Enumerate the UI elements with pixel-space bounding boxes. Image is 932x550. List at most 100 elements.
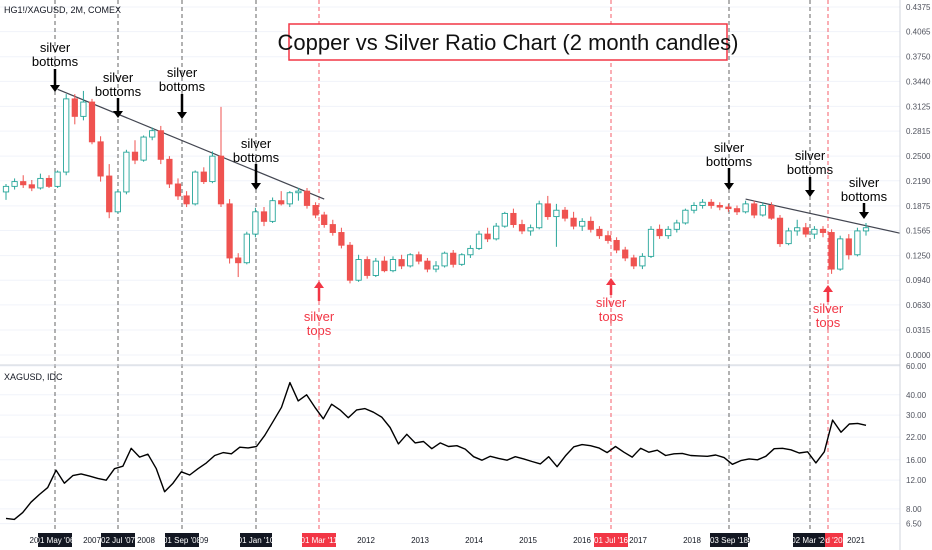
candle [381, 256, 388, 273]
x-date-badge-bg [302, 533, 336, 547]
candle-body-down [45, 177, 53, 187]
candle-body-down [88, 101, 96, 143]
candle-body-down [183, 195, 190, 205]
candle [235, 253, 242, 278]
candle [338, 227, 345, 249]
main-y-tick-label: 0.0630 [906, 301, 931, 310]
candle [295, 187, 302, 201]
candle [845, 234, 852, 260]
x-tick-label: 2012 [357, 536, 375, 545]
candle-body-down [166, 158, 173, 185]
x-tick-label: 2017 [629, 536, 647, 545]
candle-body-down [484, 233, 491, 240]
candle-body-down [802, 227, 809, 235]
candle-body-down [613, 240, 620, 251]
candle [398, 254, 405, 270]
chart-title: Copper vs Silver Ratio Chart (2 month ca… [278, 30, 739, 55]
annotation-label: tops [816, 315, 841, 330]
candle [355, 254, 362, 282]
candle-body-down [235, 257, 242, 264]
candle [226, 199, 233, 264]
candle-body-down [381, 260, 388, 272]
main-y-tick-label: 0.0000 [906, 351, 931, 360]
x-date-badge-bg [38, 533, 72, 547]
candle-body-down [200, 171, 207, 183]
candle-body-up [63, 98, 70, 173]
candle [441, 251, 448, 268]
annotation-label: silver [813, 301, 844, 316]
candle [174, 178, 182, 200]
candle [527, 224, 534, 236]
candle [63, 94, 70, 176]
candle-body-up [647, 228, 655, 257]
candle [561, 207, 569, 222]
sub-y-tick-label: 30.00 [906, 411, 927, 420]
candle-body-up [673, 222, 680, 230]
x-tick-label: 20 [30, 536, 39, 545]
up-arrow-icon [314, 281, 324, 288]
candle-body-up [140, 136, 147, 161]
lower-symbol-label: XAGUSD, IDC [4, 372, 63, 382]
candle-body-down [278, 200, 285, 205]
candle [217, 106, 225, 208]
candle [131, 140, 139, 165]
candle-body-down [226, 203, 233, 259]
x-date-badge-label: 02 Mar '20 [791, 536, 829, 545]
down-arrow-icon [805, 190, 815, 197]
candle [501, 211, 508, 228]
candle [862, 222, 870, 236]
x-tick-label: 09 [200, 536, 209, 545]
candle-body-up [2, 185, 10, 193]
candle-body-up [192, 171, 199, 205]
candle [579, 218, 586, 231]
candle [553, 203, 560, 247]
candle [802, 222, 809, 238]
x-date-badge: 02 Mar '20 [791, 533, 829, 547]
candle [665, 226, 672, 239]
candle [768, 202, 775, 220]
annotation-label: silver [103, 70, 134, 85]
candle-body-up [11, 181, 18, 187]
x-date-badge-bg [240, 533, 272, 547]
candle-body-up [149, 130, 156, 138]
candle [458, 253, 465, 266]
candle [587, 216, 594, 233]
candle-body-up [536, 203, 543, 229]
candle-body-up [553, 209, 560, 218]
x-date-badge-bg [594, 533, 628, 547]
candle [639, 253, 646, 270]
candle [364, 256, 371, 279]
candle-body-down [97, 141, 104, 177]
main-y-tick-label: 0.1565 [906, 227, 931, 236]
candle [656, 224, 663, 239]
x-date-badge-label: 02 Jul '07 [101, 536, 136, 545]
candle-body-down [570, 217, 577, 227]
candle [708, 199, 715, 209]
candle [432, 261, 440, 273]
candle-body-up [252, 211, 259, 235]
event-lines [54, 0, 829, 530]
candle [819, 226, 827, 238]
candle [37, 173, 44, 190]
candle-body-up [794, 227, 801, 232]
annotation-label: tops [599, 309, 624, 324]
candle-body-down [338, 232, 345, 246]
candle [260, 207, 268, 227]
candle [493, 222, 500, 241]
candle [811, 226, 818, 239]
candle [699, 199, 706, 209]
x-date-badge: 03 Sep '18 [710, 533, 749, 547]
candle-body-up [80, 101, 87, 117]
candle [647, 226, 655, 258]
candle [544, 195, 551, 220]
candle [467, 245, 474, 258]
candle-body-down [561, 209, 569, 219]
candle-body-up [493, 225, 500, 240]
annotation-label: silver [40, 40, 71, 55]
candle [536, 200, 543, 230]
candle-body-down [415, 254, 422, 262]
candle [415, 251, 422, 265]
candle [192, 170, 199, 206]
